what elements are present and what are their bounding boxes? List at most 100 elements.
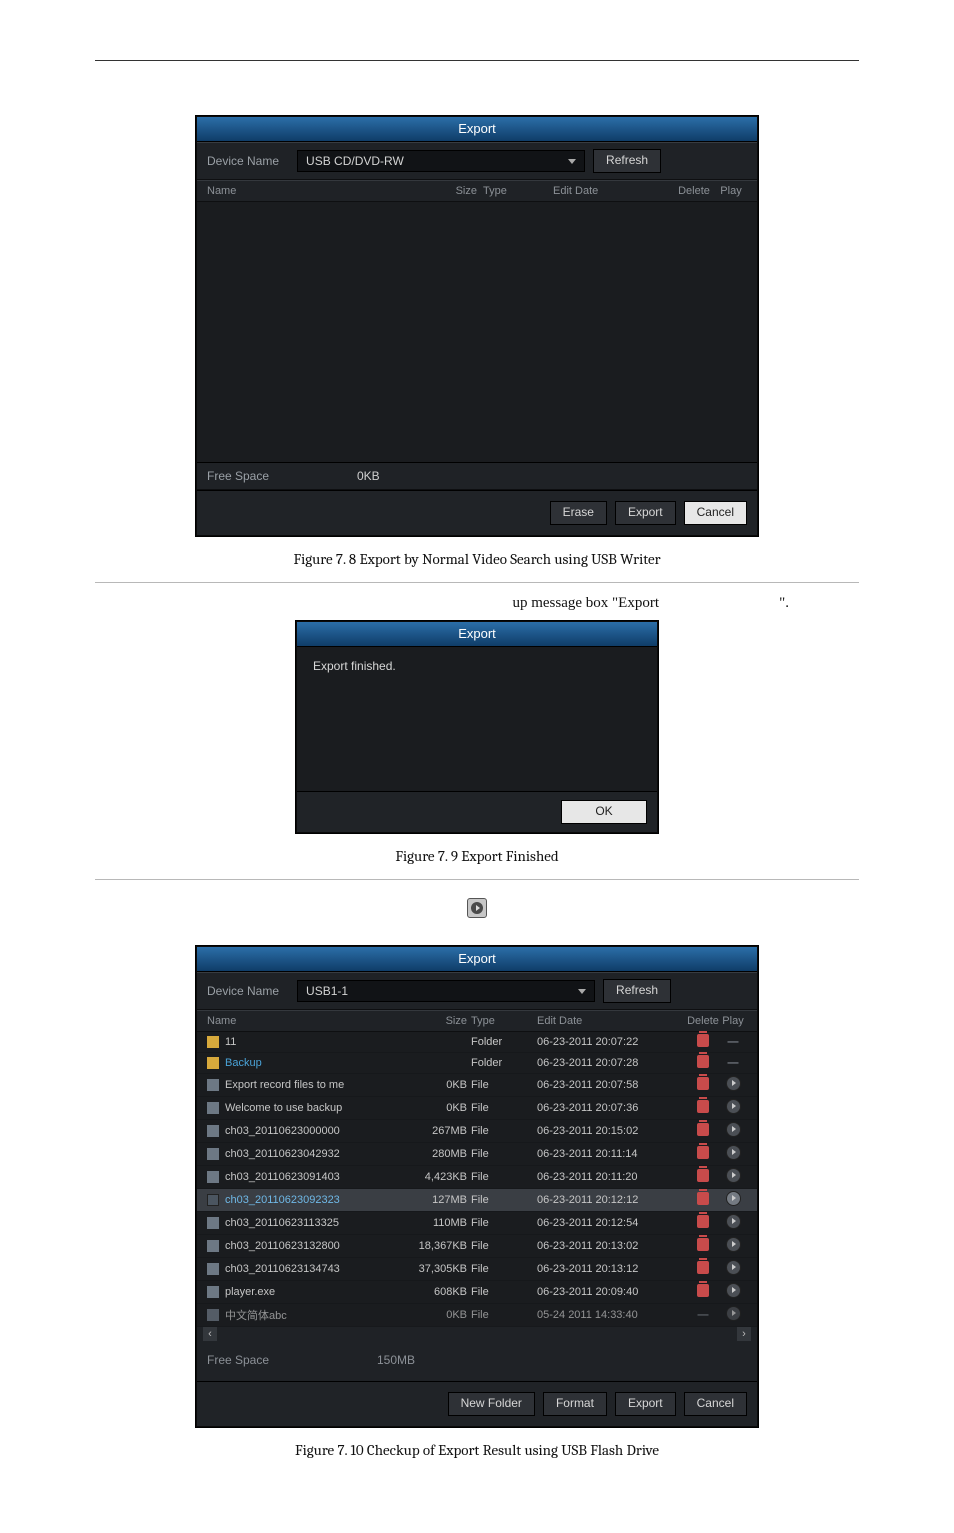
file-row[interactable]: ch03_20110623000000267MBFile06-23-2011 2… — [197, 1120, 757, 1143]
play-icon — [726, 1145, 741, 1160]
delete-cell[interactable] — [687, 1169, 719, 1185]
delete-cell[interactable] — [687, 1261, 719, 1277]
file-row[interactable]: 中文简体abc0KBFile05-24 2011 14:33:40— — [197, 1304, 757, 1327]
delete-cell[interactable]: — — [687, 1309, 719, 1321]
file-row[interactable]: ch03_20110623113325110MBFile06-23-2011 2… — [197, 1212, 757, 1235]
device-name-value: USB CD/DVD-RW — [306, 151, 404, 171]
free-space-value: 150MB — [377, 1353, 415, 1367]
file-type: Folder — [467, 1057, 519, 1069]
file-size: 18,367KB — [387, 1240, 467, 1252]
play-icon — [726, 1076, 741, 1091]
delete-cell[interactable] — [687, 1284, 719, 1300]
file-type: File — [467, 1079, 519, 1091]
delete-cell[interactable] — [687, 1100, 719, 1116]
col-name[interactable]: Name — [207, 1015, 387, 1027]
trash-icon — [697, 1215, 709, 1228]
scroll-bar[interactable]: ‹ › — [197, 1327, 757, 1343]
device-name-dropdown[interactable]: USB1-1 — [297, 980, 595, 1002]
file-type: File — [467, 1217, 519, 1229]
play-cell[interactable] — [719, 1145, 747, 1163]
play-cell[interactable] — [719, 1214, 747, 1232]
msgbox-title: Export — [297, 622, 657, 647]
file-row[interactable]: ch03_20110623042932280MBFile06-23-2011 2… — [197, 1143, 757, 1166]
col-size[interactable]: Size — [387, 1015, 467, 1027]
delete-cell[interactable] — [687, 1123, 719, 1139]
play-icon — [726, 1168, 741, 1183]
col-delete[interactable]: Delete — [687, 1015, 719, 1027]
scroll-left-icon[interactable]: ‹ — [203, 1327, 217, 1341]
play-icon — [467, 898, 487, 918]
delete-cell[interactable] — [687, 1034, 719, 1050]
cancel-button[interactable]: Cancel — [684, 501, 747, 525]
file-date: 06-23-2011 20:12:54 — [519, 1217, 687, 1229]
play-cell[interactable]: — — [719, 1036, 747, 1048]
export-button[interactable]: Export — [615, 1392, 676, 1416]
scroll-right-icon[interactable]: › — [737, 1327, 751, 1341]
col-type[interactable]: Type — [477, 185, 533, 197]
file-row[interactable]: BackupFolder06-23-2011 20:07:28— — [197, 1053, 757, 1074]
window-footer: New Folder Format Export Cancel — [197, 1381, 757, 1426]
folder-icon — [207, 1036, 219, 1048]
file-row[interactable]: ch03_2011062313280018,367KBFile06-23-201… — [197, 1235, 757, 1258]
trash-icon — [697, 1261, 709, 1274]
file-row[interactable]: ch03_20110623092323127MBFile06-23-2011 2… — [197, 1189, 757, 1212]
file-icon — [207, 1263, 219, 1275]
col-edit-date[interactable]: Edit Date — [519, 1015, 687, 1027]
col-name[interactable]: Name — [207, 185, 367, 197]
erase-button[interactable]: Erase — [550, 501, 607, 525]
file-icon — [207, 1079, 219, 1091]
chevron-down-icon — [578, 989, 586, 994]
file-row[interactable]: player.exe608KBFile06-23-2011 20:09:40 — [197, 1281, 757, 1304]
file-row[interactable]: Export record files to me0KBFile06-23-20… — [197, 1074, 757, 1097]
play-cell[interactable] — [719, 1122, 747, 1140]
col-edit-date[interactable]: Edit Date — [533, 185, 673, 197]
file-row[interactable]: Welcome to use backup0KBFile06-23-2011 2… — [197, 1097, 757, 1120]
figure-2-caption: Figure 7. 9 Export Finished — [95, 847, 859, 865]
file-date: 06-23-2011 20:07:36 — [519, 1102, 687, 1114]
play-cell[interactable] — [719, 1283, 747, 1301]
col-play[interactable]: Play — [719, 1015, 747, 1027]
delete-cell[interactable] — [687, 1055, 719, 1071]
delete-cell[interactable] — [687, 1146, 719, 1162]
ok-button[interactable]: OK — [561, 800, 647, 824]
export-button[interactable]: Export — [615, 501, 676, 525]
play-cell[interactable]: — — [719, 1057, 747, 1069]
file-date: 06-23-2011 20:07:28 — [519, 1057, 687, 1069]
play-cell[interactable] — [719, 1076, 747, 1094]
delete-cell[interactable] — [687, 1077, 719, 1093]
device-name-label: Device Name — [207, 154, 279, 168]
play-cell[interactable] — [719, 1191, 747, 1209]
column-headers: Name Size Type Edit Date Delete Play — [197, 1010, 757, 1032]
file-size: 0KB — [387, 1102, 467, 1114]
col-delete[interactable]: Delete — [673, 185, 715, 197]
delete-cell[interactable] — [687, 1192, 719, 1208]
cancel-button[interactable]: Cancel — [684, 1392, 747, 1416]
play-cell[interactable] — [719, 1237, 747, 1255]
export-window-3: Export Device Name USB1-1 Refresh Name S… — [196, 946, 758, 1427]
file-row[interactable]: 11Folder06-23-2011 20:07:22— — [197, 1032, 757, 1053]
delete-cell[interactable] — [687, 1215, 719, 1231]
refresh-button[interactable]: Refresh — [603, 979, 671, 1003]
col-play[interactable]: Play — [715, 185, 747, 197]
chevron-down-icon — [568, 159, 576, 164]
play-cell[interactable] — [719, 1168, 747, 1186]
device-name-dropdown[interactable]: USB CD/DVD-RW — [297, 150, 585, 172]
file-size: 127MB — [387, 1194, 467, 1206]
file-name: Welcome to use backup — [225, 1102, 342, 1114]
file-row[interactable]: ch03_201106230914034,423KBFile06-23-2011… — [197, 1166, 757, 1189]
new-folder-button[interactable]: New Folder — [448, 1392, 535, 1416]
play-cell[interactable] — [719, 1099, 747, 1117]
play-cell[interactable] — [719, 1260, 747, 1278]
refresh-button[interactable]: Refresh — [593, 149, 661, 173]
file-name: 11 — [225, 1036, 236, 1048]
delete-cell[interactable] — [687, 1238, 719, 1254]
col-size[interactable]: Size — [367, 185, 477, 197]
file-row[interactable]: ch03_2011062313474337,305KBFile06-23-201… — [197, 1258, 757, 1281]
play-cell[interactable] — [719, 1306, 747, 1324]
msgbox-text: Export finished. — [313, 659, 396, 673]
column-headers: Name Size Type Edit Date Delete Play — [197, 180, 757, 202]
export-quote-line: up message box "Export ". — [95, 595, 859, 615]
format-button[interactable]: Format — [543, 1392, 607, 1416]
col-type[interactable]: Type — [467, 1015, 519, 1027]
file-name: Export record files to me — [225, 1079, 344, 1091]
